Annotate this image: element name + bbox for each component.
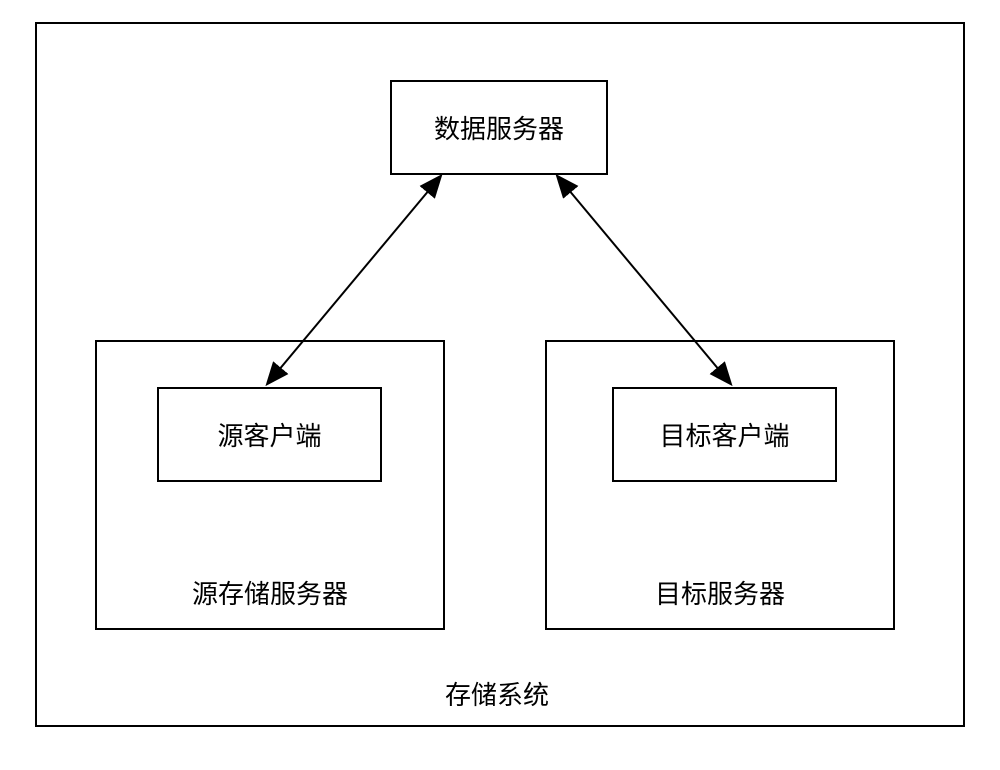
target-server-node: 目标客户端 目标服务器 (545, 340, 895, 630)
source-storage-server-node: 源客户端 源存储服务器 (95, 340, 445, 630)
source-client-label: 源客户端 (217, 416, 321, 453)
storage-system-label: 存储系统 (445, 675, 549, 712)
data-server-label: 数据服务器 (434, 109, 564, 146)
source-storage-server-label: 源存储服务器 (97, 574, 443, 611)
data-server-node: 数据服务器 (390, 80, 608, 175)
target-server-label: 目标服务器 (547, 574, 893, 611)
target-client-label: 目标客户端 (659, 416, 789, 453)
target-client-node: 目标客户端 (612, 387, 837, 482)
source-client-node: 源客户端 (157, 387, 382, 482)
